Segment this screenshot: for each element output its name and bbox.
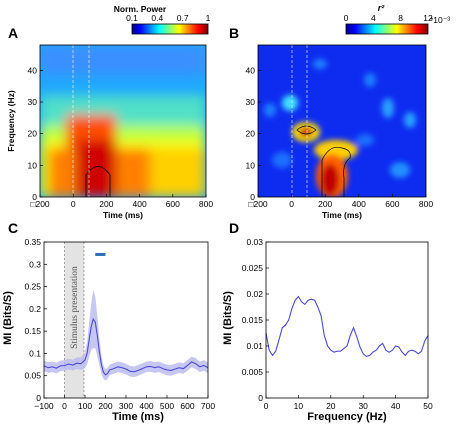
y-tick-label: 0.02 — [246, 289, 263, 299]
confidence-band — [44, 290, 208, 381]
x-tick-label: 50 — [423, 401, 433, 411]
panel-a: Norm. Power 0.1 0.4 0.7 1 □200 0 200 400 600 800… — [6, 4, 213, 220]
x-tick-label: 0 — [62, 401, 67, 411]
x-tick-label: 800 — [419, 199, 433, 209]
x-tick-label: 300 — [119, 401, 133, 411]
series-line — [265, 295, 429, 358]
stimulus-annotation: Stimulus presentation — [70, 266, 80, 349]
y-tick-label: 20 — [28, 129, 38, 139]
colorbar-b — [345, 23, 429, 35]
y-tick-label: 0.2 — [29, 304, 41, 314]
x-tick-label: 30 — [358, 401, 368, 411]
colorbar-a-ticks: 0.1 0.4 0.7 1 — [126, 13, 211, 23]
series-line — [43, 317, 209, 376]
y-tick-label: 30 — [246, 97, 256, 107]
y-tick-label: 30 — [28, 97, 38, 107]
colorbar-tick-label: 0 — [344, 13, 349, 23]
y-tick-label: 0 — [32, 192, 37, 202]
panel-letters: A B C D — [8, 25, 239, 236]
y-axis-label-d: MI (Bits/S) — [222, 291, 234, 345]
colorbar-tick-label: 1 — [206, 13, 211, 23]
y-tick-label: 40 — [28, 65, 38, 75]
x-tick-label: 600 — [180, 401, 194, 411]
y-tick-label: 0.005 — [242, 367, 264, 377]
x-tick-label: 400 — [139, 401, 153, 411]
heatmap-b — [258, 45, 426, 197]
x-tick-label: 200 — [318, 199, 332, 209]
plot-c: Stimulus presentation−100 0 100 200 300 400 50… — [24, 237, 215, 411]
y-tick-label: 10 — [246, 160, 256, 170]
colorbar-tick-label: 0.7 — [177, 13, 189, 23]
y-tick-label: 20 — [246, 129, 256, 139]
y-tick-label: 40 — [246, 65, 256, 75]
colorbar-a — [131, 23, 209, 35]
x-tick-label: 200 — [98, 401, 112, 411]
y-tick-label: 0 — [250, 192, 255, 202]
x-axis-label-a: Time (ms) — [103, 210, 143, 220]
x-tick-label: 40 — [391, 401, 401, 411]
x-tick-label: 100 — [78, 401, 92, 411]
x-tick-label: 600 — [385, 199, 399, 209]
colorbar-b-exponent: *10⁻³ — [430, 15, 450, 25]
y-tick-label: 0.01 — [246, 341, 263, 351]
colorbar-tick-label: 0.4 — [151, 13, 163, 23]
x-tick-label: 600 — [166, 199, 180, 209]
x-axis-label-c: Time (ms) — [112, 411, 164, 423]
y-tick-label: 0.35 — [24, 237, 41, 247]
panel-letter-b: B — [229, 25, 239, 41]
colorbar-b-label: r² — [378, 3, 386, 13]
colorbar-tick-label: 12 — [423, 13, 433, 23]
x-tick-label: 0 — [71, 199, 76, 209]
x-axis-label-d: Frequency (Hz) — [307, 411, 387, 423]
colorbar-b-ticks: 0 4 8 12 — [344, 13, 433, 23]
panel-b: r² 0 4 8 12 *10⁻³ — [246, 3, 451, 220]
y-tick-label: 0.025 — [242, 263, 264, 273]
x-tick-label: 400 — [133, 199, 147, 209]
y-axis-label-a: Frequency (Hz) — [6, 90, 16, 152]
x-tick-label: 0 — [289, 199, 294, 209]
y-tick-label: 0.3 — [29, 259, 41, 269]
x-tick-label: 10 — [294, 401, 304, 411]
colorbar-a-label: Norm. Power — [114, 4, 167, 14]
colorbar-tick-label: 8 — [398, 13, 403, 23]
colorbar-tick-label: 4 — [371, 13, 376, 23]
panel-d: 0 10 20 30 40 5000.0050.010.0150.020.0250.03 … — [222, 237, 433, 423]
panel-letter-a: A — [8, 25, 18, 41]
panel-c: Stimulus presentation−100 0 100 200 300 400 50… — [2, 237, 215, 423]
y-tick-label: 0.015 — [242, 315, 264, 325]
colorbar-tick-label: 0.1 — [126, 13, 138, 23]
x-axis-label-b: Time (ms) — [322, 210, 362, 220]
x-tick-label: 20 — [326, 401, 336, 411]
x-tick-label: 700 — [201, 401, 215, 411]
y-tick-label: 0.25 — [24, 282, 41, 292]
plot-d: 0 10 20 30 40 50 0 0.005 0.01 0.015 0.02 0.025 0.03 — [242, 237, 433, 411]
y-axis-label-c: MI (Bits/S) — [2, 291, 14, 345]
y-tick-label: 0 — [36, 393, 41, 403]
panel-letter-d: D — [229, 220, 239, 236]
x-tick-label: −100 — [34, 401, 53, 411]
y-tick-label: 0.03 — [246, 237, 263, 247]
x-tick-label: 0 — [264, 401, 269, 411]
y-tick-label: 0.05 — [24, 371, 41, 381]
x-tick-label: 200 — [99, 199, 113, 209]
y-tick-label: 10 — [28, 160, 38, 170]
x-tick-label: 500 — [160, 401, 174, 411]
x-tick-label: 400 — [352, 199, 366, 209]
x-tick-label: □200 — [30, 199, 50, 209]
panel-letter-c: C — [8, 220, 18, 236]
heatmap-a — [40, 45, 206, 197]
x-tick-label: 800 — [199, 199, 213, 209]
y-tick-label: 0.1 — [29, 348, 41, 358]
y-tick-label: 0 — [258, 393, 263, 403]
plot-frame — [265, 241, 429, 399]
x-tick-label: □200 — [248, 199, 268, 209]
y-tick-label: 0.15 — [24, 326, 41, 336]
